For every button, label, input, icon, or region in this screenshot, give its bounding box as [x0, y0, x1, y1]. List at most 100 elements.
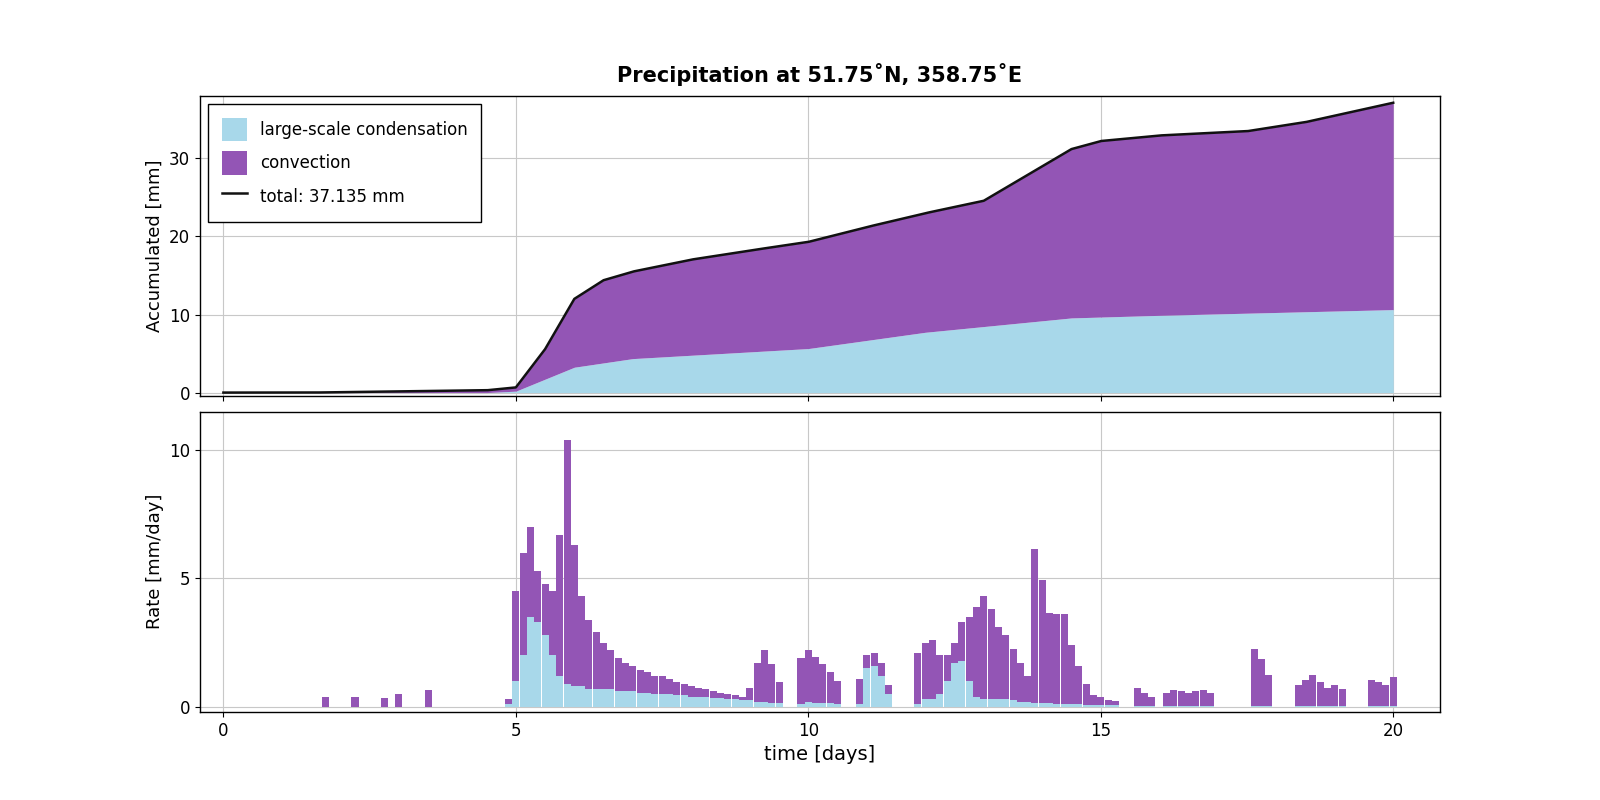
Bar [680, 695, 688, 707]
Bar [1309, 674, 1317, 706]
Bar [915, 653, 922, 704]
Bar [637, 670, 643, 693]
Bar [1186, 706, 1192, 707]
Bar [1251, 706, 1258, 707]
Bar [541, 635, 549, 707]
Bar [557, 534, 563, 676]
Bar [1309, 706, 1317, 707]
Bar [1368, 680, 1374, 706]
Bar [1010, 701, 1016, 707]
Bar [688, 697, 694, 707]
Bar [1112, 706, 1118, 707]
Bar [1104, 705, 1112, 707]
Bar [1390, 678, 1397, 706]
Bar [870, 653, 878, 666]
Bar [680, 684, 688, 695]
Bar [1002, 635, 1010, 699]
Bar [1178, 706, 1184, 707]
Bar [1302, 706, 1309, 707]
Bar [600, 642, 606, 689]
Legend: large-scale condensation, convection, total: 37.135 mm: large-scale condensation, convection, to… [208, 104, 482, 222]
Bar [1266, 706, 1272, 707]
Bar [1018, 663, 1024, 702]
Bar [725, 699, 731, 707]
Bar [834, 704, 842, 707]
Bar [506, 704, 512, 707]
Bar [651, 676, 658, 694]
Bar [1038, 580, 1046, 703]
Bar [643, 693, 651, 707]
Bar [1170, 706, 1178, 707]
Bar [1069, 704, 1075, 707]
Bar [549, 591, 555, 655]
Bar [746, 701, 754, 707]
Bar [981, 699, 987, 707]
Bar [702, 689, 709, 697]
Bar [702, 697, 709, 707]
Bar [754, 702, 760, 707]
Bar [1323, 706, 1331, 707]
Bar [1339, 689, 1346, 706]
Bar [1200, 690, 1206, 706]
Bar [1258, 706, 1266, 707]
Bar [885, 694, 893, 707]
Bar [930, 699, 936, 707]
Bar [1266, 674, 1272, 706]
Bar [534, 570, 541, 622]
Bar [526, 527, 534, 617]
Bar [592, 689, 600, 707]
Bar [1374, 682, 1382, 706]
Bar [717, 698, 725, 707]
Bar [352, 697, 358, 707]
Bar [1192, 691, 1200, 706]
Bar [1090, 694, 1098, 705]
Bar [549, 655, 555, 707]
Bar [1382, 685, 1389, 706]
Bar [915, 704, 922, 707]
Bar [1331, 706, 1338, 707]
Bar [768, 703, 776, 707]
Bar [1024, 702, 1030, 707]
Bar [731, 699, 739, 707]
Bar [586, 689, 592, 707]
Bar [776, 682, 782, 703]
Bar [1331, 685, 1338, 706]
X-axis label: time [days]: time [days] [765, 746, 875, 764]
Bar [856, 704, 862, 707]
Bar [1083, 705, 1090, 707]
Bar [1075, 666, 1082, 704]
Bar [973, 606, 979, 697]
Bar [995, 627, 1002, 699]
Bar [878, 676, 885, 707]
Bar [746, 688, 754, 701]
Bar [1368, 706, 1374, 707]
Bar [1046, 703, 1053, 707]
Bar [813, 703, 819, 707]
Bar [1002, 699, 1010, 707]
Bar [592, 632, 600, 689]
Bar [768, 665, 776, 703]
Bar [614, 691, 622, 707]
Bar [1339, 706, 1346, 707]
Bar [805, 702, 811, 707]
Bar [1141, 693, 1149, 706]
Bar [1294, 685, 1302, 706]
Bar [571, 686, 578, 707]
Bar [666, 694, 674, 707]
Bar [520, 655, 526, 707]
Bar [819, 703, 827, 707]
Bar [1024, 676, 1030, 702]
Bar [1192, 706, 1200, 707]
Bar [1053, 614, 1061, 704]
Bar [1163, 693, 1170, 706]
Bar [1382, 706, 1389, 707]
Bar [717, 693, 725, 698]
Bar [981, 597, 987, 699]
Bar [966, 617, 973, 681]
Bar [506, 699, 512, 704]
Bar [1038, 703, 1046, 707]
Bar [1098, 705, 1104, 707]
Bar [1046, 613, 1053, 703]
Bar [1090, 705, 1098, 707]
Bar [651, 694, 658, 707]
